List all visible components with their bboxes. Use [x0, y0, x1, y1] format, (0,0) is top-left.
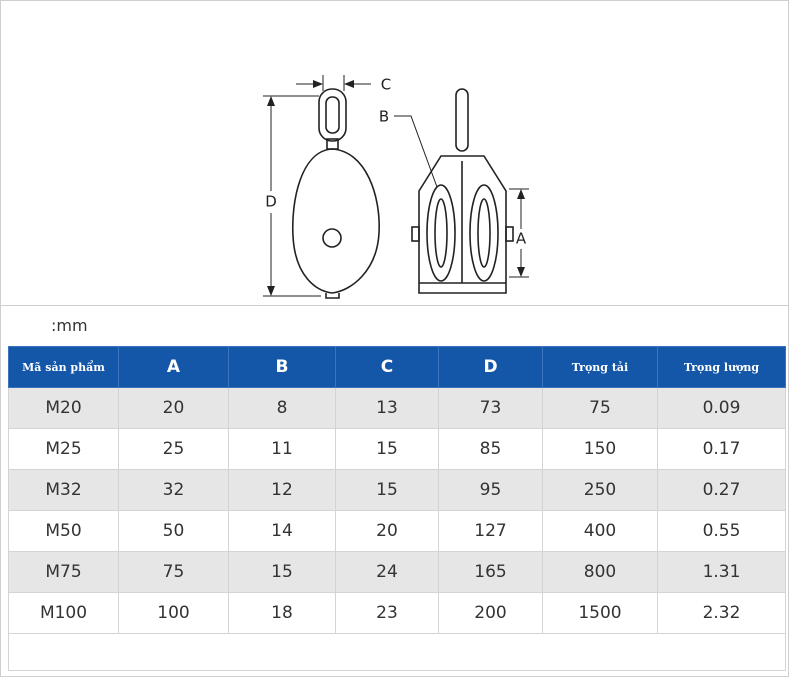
table-cell: 14 — [228, 510, 336, 552]
table-cell: 165 — [438, 551, 543, 593]
table-cell: M32 — [8, 469, 119, 511]
arrow — [344, 80, 354, 88]
axle-hole — [322, 228, 342, 248]
table-cell: 250 — [542, 469, 658, 511]
dim-label: D — [265, 193, 277, 211]
arrow — [517, 189, 525, 199]
table-row: M20 20 8 13 73 75 0.09 — [8, 387, 786, 429]
header-cell: Trọng tải — [542, 346, 658, 388]
header-cell: A — [118, 346, 229, 388]
axle-end — [411, 226, 420, 242]
table-cell: 400 — [542, 510, 658, 552]
dim-label: C — [381, 76, 391, 94]
divider — [1, 305, 788, 306]
table-cell: 25 — [118, 428, 229, 470]
table-cell: 20 — [335, 510, 439, 552]
table-cell: 2.32 — [657, 592, 786, 634]
table-cell: 0.55 — [657, 510, 786, 552]
header-cell: Mã sản phẩm — [8, 346, 119, 388]
table-cell: M100 — [8, 592, 119, 634]
dim-label: B — [379, 108, 389, 126]
pulley-body — [291, 148, 380, 294]
sheave — [469, 184, 499, 282]
arrow — [267, 286, 275, 296]
table-cell: 18 — [228, 592, 336, 634]
table-cell: 800 — [542, 551, 658, 593]
header-cell: D — [438, 346, 543, 388]
eye-side — [455, 88, 469, 152]
table-cell: 0.09 — [657, 387, 786, 429]
footer-space — [8, 634, 786, 671]
table-cell: M50 — [8, 510, 119, 552]
arrow — [313, 80, 323, 88]
table-cell: 15 — [228, 551, 336, 593]
table-cell: 75 — [542, 387, 658, 429]
pulley-foot — [325, 293, 340, 299]
table-cell: 32 — [118, 469, 229, 511]
table-cell: 15 — [335, 428, 439, 470]
table-cell: 11 — [228, 428, 336, 470]
table-cell: 0.27 — [657, 469, 786, 511]
table-cell: 50 — [118, 510, 229, 552]
eye-inner — [325, 96, 340, 134]
table-row: M32 32 12 15 95 250 0.27 — [8, 469, 786, 511]
header-cell: B — [228, 346, 336, 388]
table-cell: 127 — [438, 510, 543, 552]
header-row: Mã sản phẩm A B C D Trọng tải Trọng lượng — [8, 346, 786, 388]
table-cell: 75 — [118, 551, 229, 593]
sheave — [426, 184, 456, 282]
arrow — [517, 267, 525, 277]
table-cell: 23 — [335, 592, 439, 634]
table-row: M100 100 18 23 200 1500 2.32 — [8, 592, 786, 634]
arrow — [267, 96, 275, 106]
eye — [318, 88, 347, 142]
table-cell: 15 — [335, 469, 439, 511]
table-row: M25 25 11 15 85 150 0.17 — [8, 428, 786, 470]
sheave-groove — [434, 198, 448, 268]
dim-label: A — [516, 230, 527, 248]
table-cell: 20 — [118, 387, 229, 429]
spec-table: Mã sản phẩm A B C D Trọng tải Trọng lượng M20 2… — [8, 346, 786, 634]
table-cell: 150 — [542, 428, 658, 470]
pulley-diagram: C B D A — [263, 75, 529, 299]
unit-label: :mm — [51, 316, 88, 335]
table-cell: M20 — [8, 387, 119, 429]
table-row: M50 50 14 20 127 400 0.55 — [8, 510, 786, 552]
table-cell: 1.31 — [657, 551, 786, 593]
axle-end — [505, 226, 514, 242]
header-cell: Trọng lượng — [657, 346, 786, 388]
table-cell: 24 — [335, 551, 439, 593]
sheave-groove — [477, 198, 491, 268]
table-cell: 13 — [335, 387, 439, 429]
header-cell: C — [335, 346, 439, 388]
table-cell: 1500 — [542, 592, 658, 634]
table-cell: 73 — [438, 387, 543, 429]
table-body: M20 20 8 13 73 75 0.09 M25 25 11 15 85 150 0.17 M32 32 1… — [8, 387, 786, 634]
table-cell: M75 — [8, 551, 119, 593]
table-cell: 12 — [228, 469, 336, 511]
table-cell: 95 — [438, 469, 543, 511]
table-cell: 100 — [118, 592, 229, 634]
table-cell: 8 — [228, 387, 336, 429]
table-row: M75 75 15 24 165 800 1.31 — [8, 551, 786, 593]
table-cell: 0.17 — [657, 428, 786, 470]
table-cell: M25 — [8, 428, 119, 470]
leader-line — [394, 115, 438, 188]
block-frame — [418, 155, 507, 294]
table-cell: 85 — [438, 428, 543, 470]
table-cell: 200 — [438, 592, 543, 634]
